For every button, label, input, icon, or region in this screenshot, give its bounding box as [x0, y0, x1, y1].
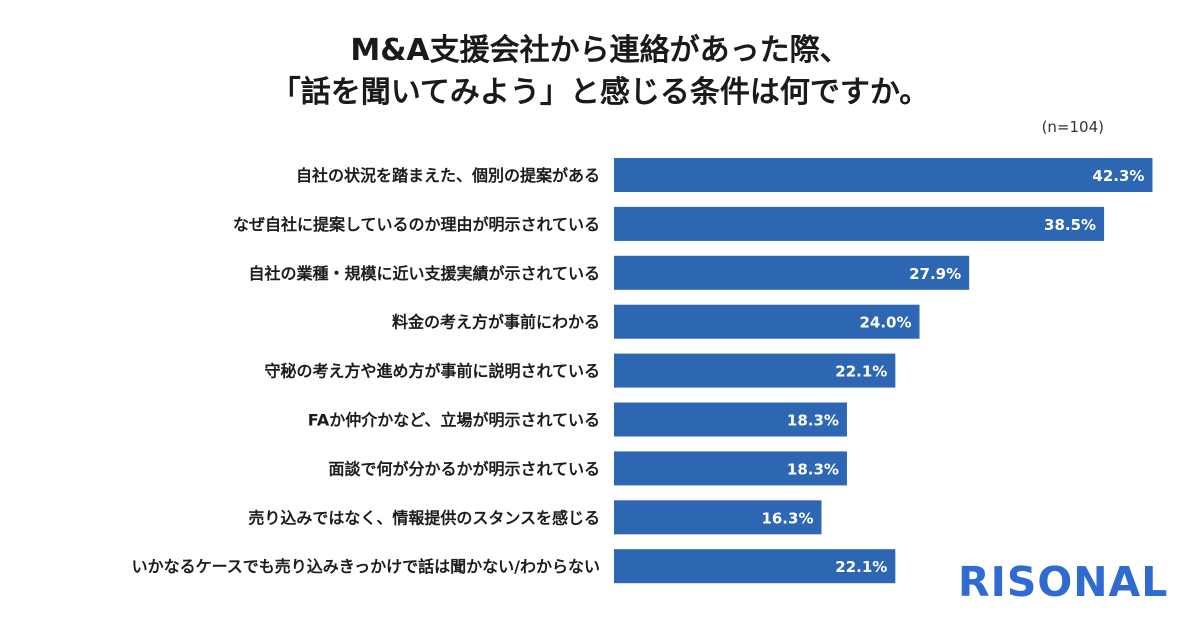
bar-value-label-5: 22.1%: [835, 363, 887, 381]
category-label-6: FAか仲介かなど、立場が明示されている: [308, 411, 600, 430]
bar-8: [614, 500, 822, 535]
bar-4: [614, 304, 920, 339]
bar-value-label-4: 24.0%: [859, 314, 911, 332]
bar-7: [614, 451, 847, 486]
chart-title-line-1: M&A支援会社から連絡があった際、: [350, 33, 850, 68]
category-label-2: なぜ自社に提案しているのか理由が明示されている: [233, 215, 600, 234]
bar-5: [614, 353, 896, 388]
category-label-1: 自社の状況を踏まえた、個別の提案がある: [296, 166, 600, 185]
bar-6: [614, 402, 847, 437]
bar-value-label-1: 42.3%: [1092, 167, 1144, 185]
risonal-logo: RISONAL: [958, 558, 1169, 606]
chart-title-line-2: 「話を聞いてみよう」と感じる条件は何ですか。: [270, 75, 930, 110]
bar-2: [614, 206, 1105, 241]
bar-value-label-7: 18.3%: [787, 460, 839, 478]
bar-value-label-2: 38.5%: [1044, 216, 1096, 234]
bar-3: [614, 255, 970, 290]
bar-9: [614, 549, 896, 584]
bar-1: [614, 158, 1153, 192]
bar-value-label-9: 22.1%: [835, 558, 887, 576]
bar-value-label-8: 16.3%: [761, 509, 813, 527]
category-label-7: 面談で何が分かるかが明示されている: [328, 459, 600, 478]
category-label-4: 料金の考え方が事前にわかる: [392, 313, 600, 332]
category-label-5: 守秘の考え方や進め方が事前に説明されている: [264, 362, 600, 381]
bar-value-label-3: 27.9%: [909, 265, 961, 283]
chart-title: M&A支援会社から連絡があった際、 「話を聞いてみよう」と感じる条件は何ですか。: [0, 30, 1200, 114]
category-label-8: 売り込みではなく、情報提供のスタンスを感じる: [248, 508, 600, 527]
bar-value-label-6: 18.3%: [787, 412, 839, 430]
sample-size-label: (n=104): [1041, 118, 1104, 136]
category-label-3: 自社の業種・規模に近い支援実績が示されている: [248, 264, 600, 283]
category-label-9: いかなるケースでも売り込みきっかけで話は聞かない/わからない: [132, 557, 600, 576]
